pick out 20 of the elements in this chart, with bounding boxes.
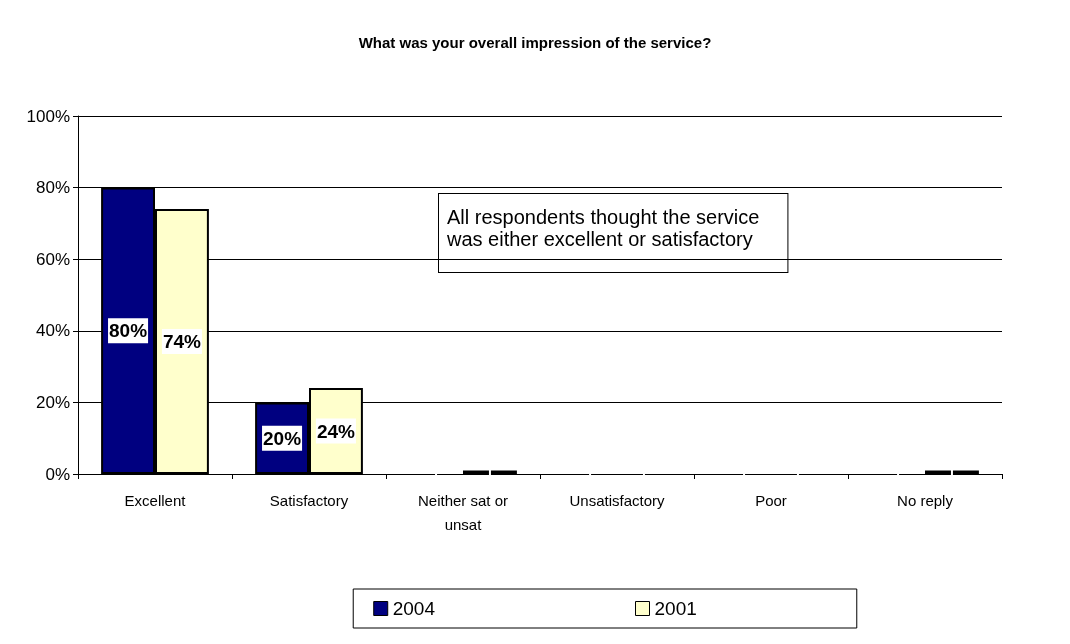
data-label: 24% <box>316 420 356 442</box>
x-tick-label: Unsatisfactory <box>569 491 666 509</box>
y-tick-label: 80% <box>35 178 70 198</box>
y-tick-label: 40% <box>35 321 70 341</box>
data-label: 20% <box>263 427 302 449</box>
legend-label: 2004 <box>392 598 436 619</box>
annotation: All respondents thought the service was either excellent or satisfactory <box>446 206 760 250</box>
chart-title: What was your overall impression of the service? <box>358 34 712 51</box>
data-label: 80% <box>109 320 148 342</box>
y-tick-label: 0% <box>45 464 70 484</box>
y-tick-label: 100% <box>26 106 70 126</box>
data-label: 74% <box>162 331 202 353</box>
y-tick-label: 20% <box>35 392 70 412</box>
y-tick-label: 60% <box>35 249 70 269</box>
legend-label: 2001 <box>654 598 697 619</box>
x-tick-label: Neither sat or unsat <box>417 491 509 533</box>
x-tick-label: Poor <box>755 491 787 509</box>
x-tick-label: No reply <box>897 491 954 509</box>
x-tick-label: Satisfactory <box>269 491 349 509</box>
x-tick-label: Excellent <box>124 491 187 509</box>
